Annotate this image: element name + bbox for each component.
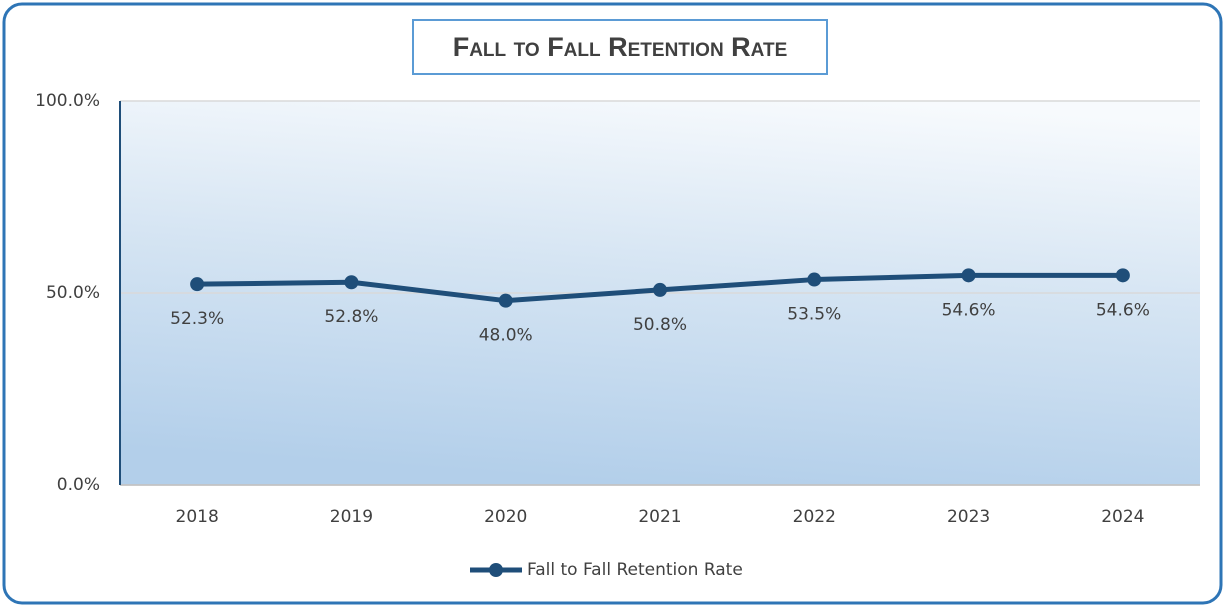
x-tick-label: 2020	[484, 507, 527, 527]
data-point	[190, 277, 205, 292]
data-point	[498, 293, 513, 308]
data-label: 54.6%	[942, 300, 996, 320]
data-label: 53.5%	[787, 305, 841, 325]
x-tick-label: 2024	[1101, 507, 1144, 527]
x-tick-label: 2023	[947, 507, 990, 527]
data-label: 48.0%	[479, 326, 533, 346]
data-point	[653, 282, 667, 297]
data-point	[807, 272, 822, 287]
x-tick-label: 2022	[793, 507, 836, 527]
data-label: 52.3%	[170, 309, 224, 329]
data-point	[961, 268, 976, 283]
x-tick-label: 2021	[638, 507, 681, 527]
y-tick-label: 0.0%	[57, 475, 100, 495]
legend-label: Fall to Fall Retention Rate	[527, 560, 743, 580]
legend-marker	[489, 563, 503, 577]
data-label: 54.6%	[1096, 300, 1150, 320]
data-label: 50.8%	[633, 315, 687, 335]
chart-title: Fall to Fall Retention Rate	[412, 19, 828, 75]
x-tick-label: 2019	[330, 507, 373, 527]
data-point	[344, 275, 359, 290]
y-tick-label: 100.0%	[35, 91, 100, 111]
y-tick-label: 50.0%	[46, 283, 100, 303]
data-point	[1115, 268, 1130, 283]
x-tick-label: 2018	[176, 507, 219, 527]
data-label: 52.8%	[324, 307, 378, 327]
